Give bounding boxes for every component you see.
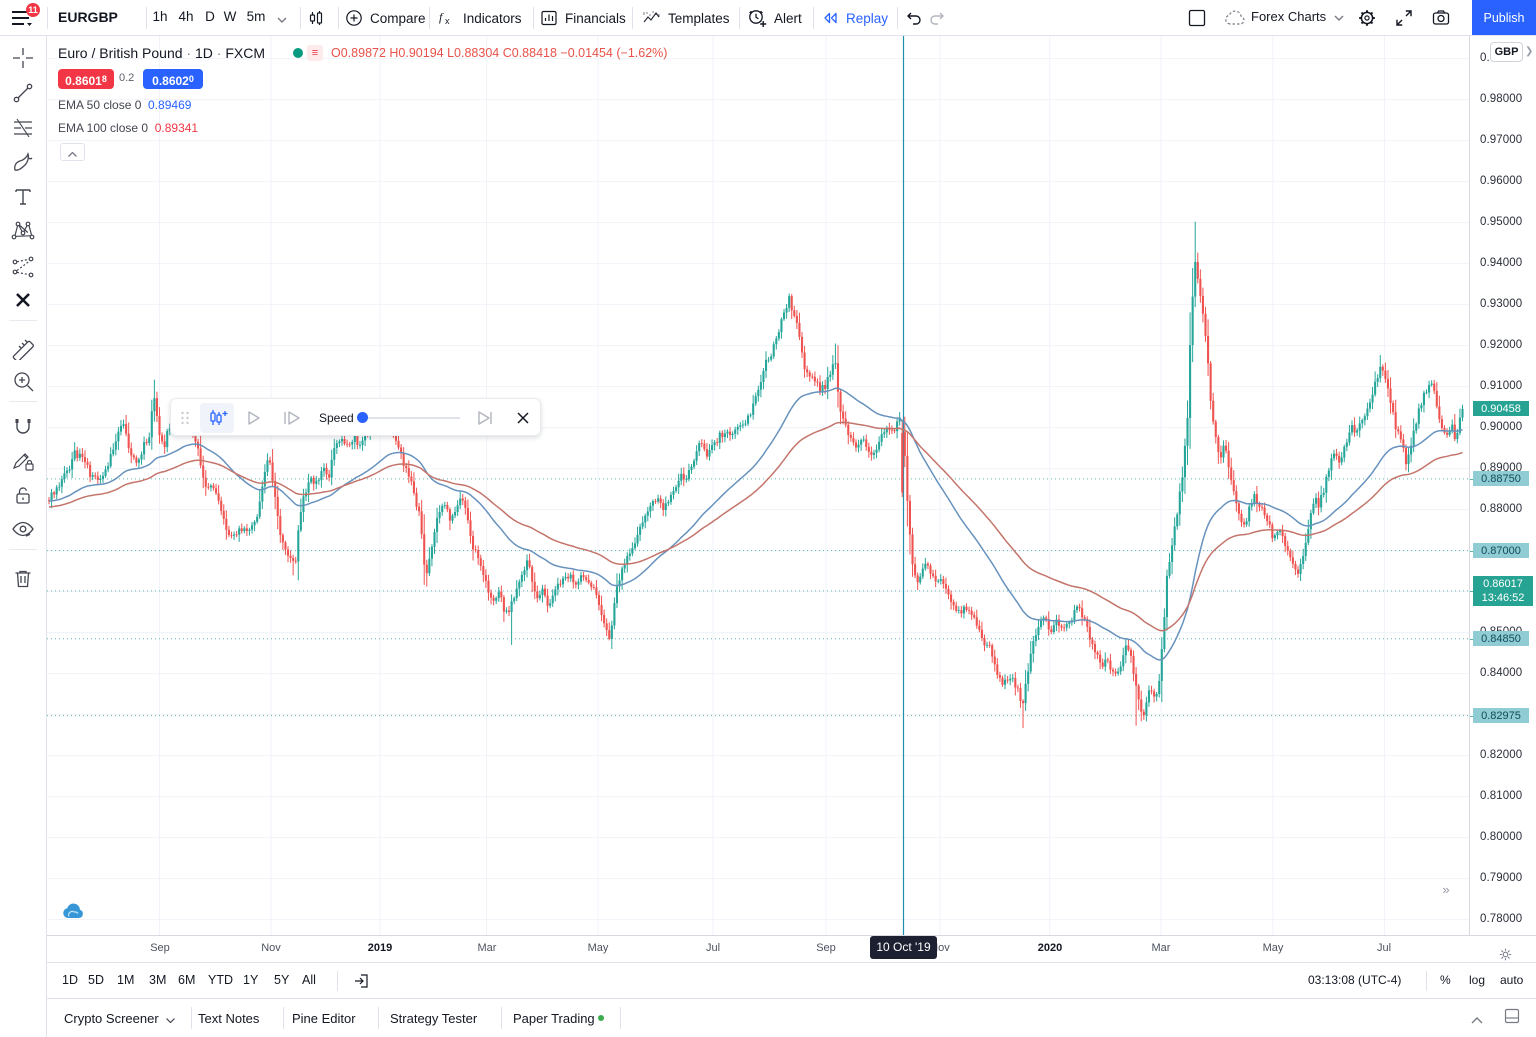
svg-text:x: x xyxy=(445,16,450,26)
svg-text:f: f xyxy=(439,10,444,24)
